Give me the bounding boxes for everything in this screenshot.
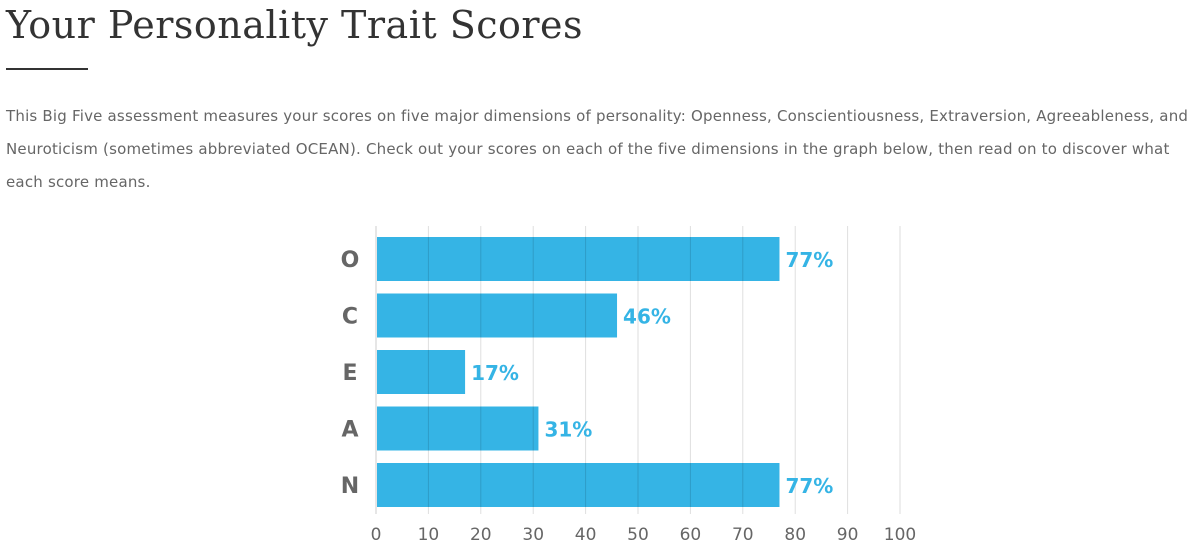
category-label-e: E [342,361,357,386]
value-label-c: 46% [623,305,671,329]
category-label-o: O [341,248,360,273]
x-tick-label: 20 [470,525,492,545]
value-label-e: 17% [471,361,519,385]
x-tick-label: 40 [575,525,597,545]
bar-e [377,350,466,394]
title-divider [6,68,88,70]
labels: 0 10 20 30 40 50 60 70 80 90 100 O 77% C 46% E 17% A 31% N 7… [341,248,917,545]
bar-n [377,463,780,507]
category-label-a: A [341,418,358,443]
category-label-n: N [341,474,359,499]
x-tick-label: 10 [418,525,440,545]
x-tick-label: 30 [522,525,544,545]
x-tick-label: 50 [627,525,649,545]
bar-c [377,293,618,338]
category-label-c: C [342,305,358,330]
x-tick-label: 80 [784,525,806,545]
value-label-n: 77% [785,474,833,498]
x-tick-label: 0 [371,525,382,545]
x-tick-label: 100 [884,525,916,545]
x-tick-label: 60 [680,525,702,545]
x-tick-label: 70 [732,525,754,545]
bar-o [377,237,780,281]
value-label-a: 31% [544,418,592,442]
intro-paragraph: This Big Five assessment measures your s… [6,107,1189,191]
value-label-o: 77% [785,248,833,272]
grid-lines [375,226,901,514]
bar-a [377,406,539,451]
bars [377,237,780,507]
page-title: Your Personality Trait Scores [6,3,584,47]
x-tick-label: 90 [837,525,859,545]
